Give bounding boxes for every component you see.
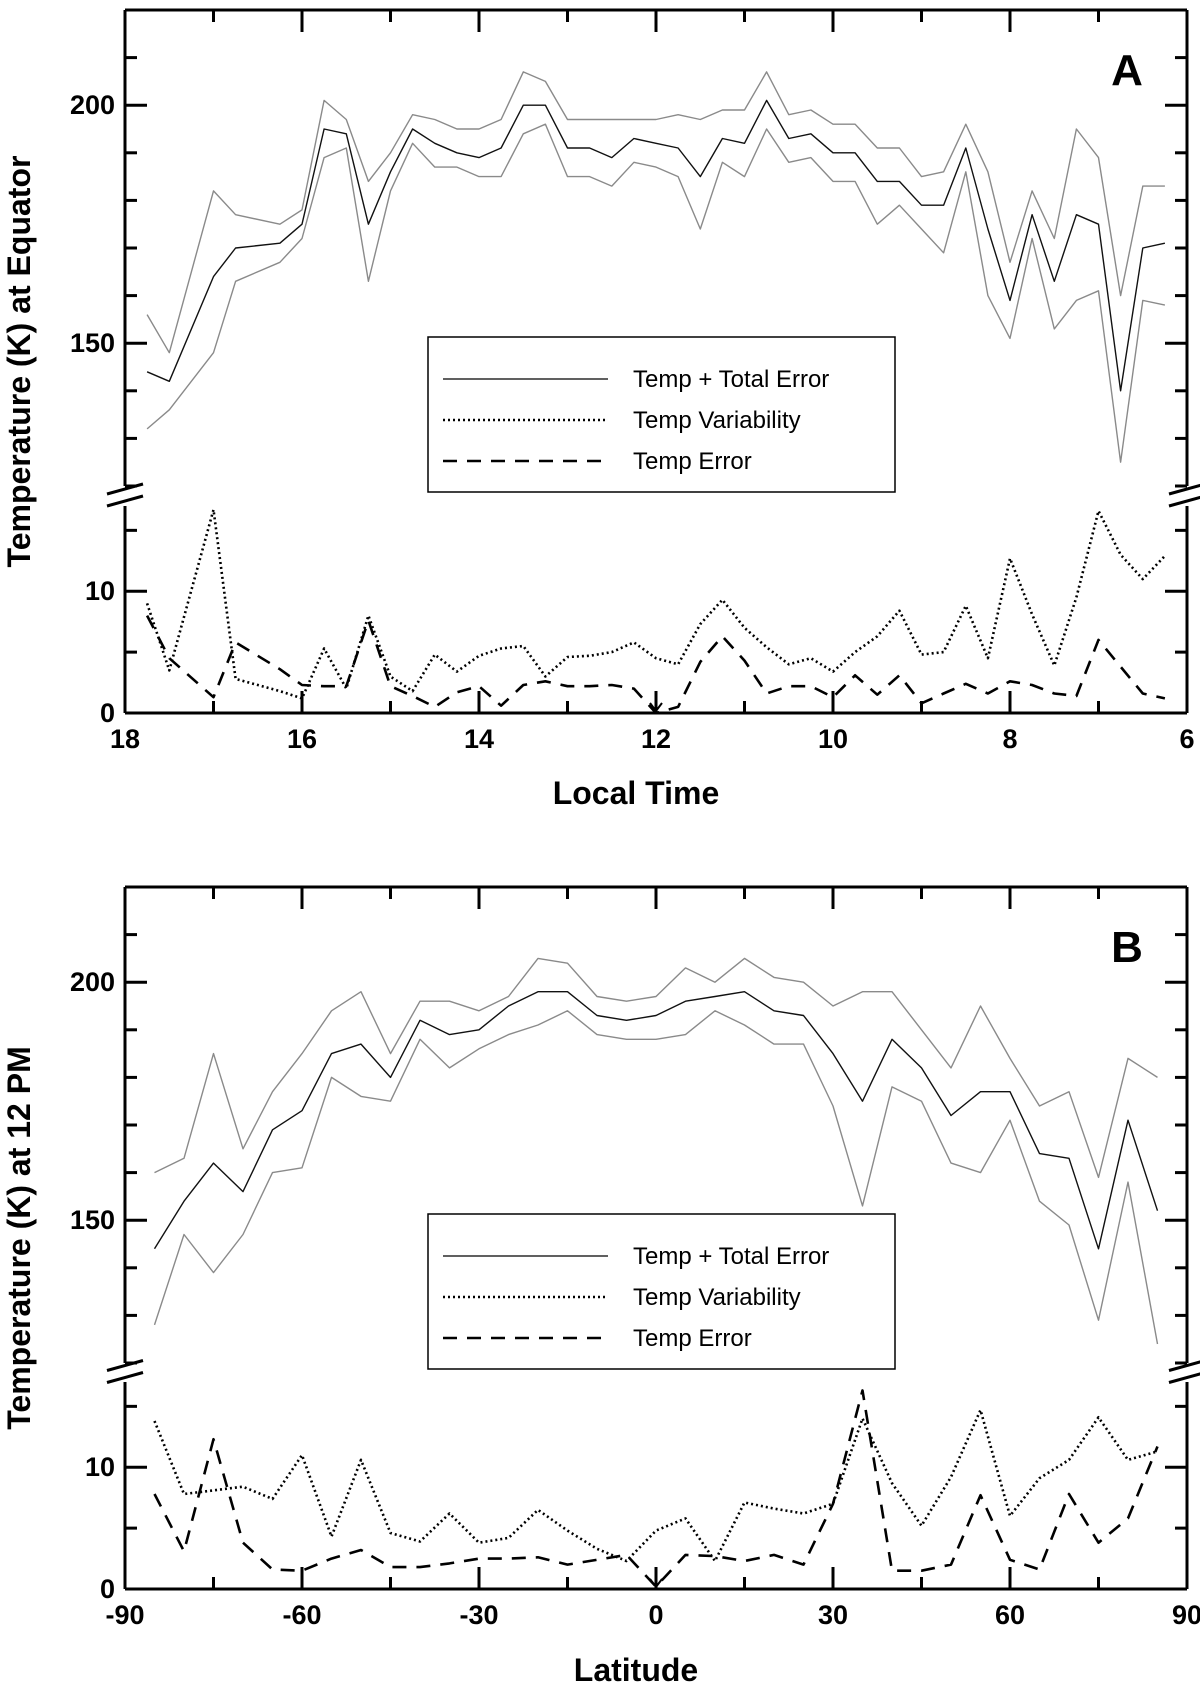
x-tick-label: 10 [818, 724, 848, 754]
legend-box [427, 1213, 896, 1370]
chart-legend: Temp + Total Error Temp Variability Temp E… [427, 1213, 896, 1370]
x-tick-label: 30 [818, 1600, 848, 1630]
midline-arrow-head [649, 702, 663, 713]
axis-break-mark [1168, 495, 1200, 508]
axis-break-mark [106, 494, 144, 508]
axis-break-mark [1168, 1360, 1200, 1372]
y-tick-label: 10 [85, 576, 115, 606]
y-tick-label: 0 [100, 1574, 115, 1604]
x-tick-label: 16 [287, 724, 317, 754]
y-tick-label: 0 [100, 698, 115, 728]
y-tick-label: 10 [85, 1452, 115, 1482]
x-tick-label: 0 [648, 1600, 663, 1630]
y-tick-label: 200 [70, 90, 115, 120]
x-axis-title: Latitude [574, 1652, 698, 1688]
y-tick-label: 150 [70, 1205, 115, 1235]
x-tick-label: -90 [105, 1600, 144, 1630]
x-axis-title: Local Time [553, 775, 720, 811]
x-tick-label: 12 [641, 724, 671, 754]
series-error-line [153, 1389, 1159, 1588]
x-tick-label: -30 [459, 1600, 498, 1630]
legend-label: Temp Error [633, 1325, 752, 1352]
y-tick-label: 200 [70, 967, 115, 997]
legend-label: Temp Error [633, 448, 752, 475]
axis-break-mark [1168, 483, 1200, 496]
chart-legend: Temp + Total Error Temp Variability Temp E… [427, 336, 896, 493]
series-lower-error-line [146, 123, 1166, 463]
legend-label: Temp + Total Error [633, 366, 829, 393]
midline-arrow-head [649, 1578, 663, 1589]
legend-box [427, 336, 896, 493]
series-upper-error-line [146, 71, 1165, 354]
legend-label: Temp Variability [633, 1284, 801, 1311]
x-tick-label: 60 [995, 1600, 1025, 1630]
axis-break-mark [106, 1371, 144, 1384]
y-tick-label: 150 [70, 328, 115, 358]
series-upper-error-line [154, 957, 1158, 1179]
series-temperature-line [153, 991, 1159, 1250]
x-tick-label: 90 [1172, 1600, 1200, 1630]
legend-label: Temp + Total Error [633, 1243, 829, 1270]
x-tick-label: 18 [110, 724, 140, 754]
x-tick-label: 6 [1179, 724, 1194, 754]
panel-label: A [1111, 46, 1143, 95]
axis-break-mark [1168, 1372, 1200, 1384]
panel-label: B [1111, 923, 1143, 972]
series-variability-line [145, 508, 1166, 700]
legend-label: Temp Variability [633, 407, 801, 434]
y-axis-title: Temperature (K) at 12 PM [1, 1046, 37, 1430]
series-lower-error-line [153, 1010, 1159, 1345]
x-tick-label: 14 [464, 724, 494, 754]
x-tick-label: 8 [1002, 724, 1017, 754]
series-variability-line [153, 1408, 1158, 1563]
x-tick-label: -60 [282, 1600, 321, 1630]
series-temperature-line [146, 99, 1166, 392]
y-axis-title: Temperature (K) at Equator [1, 156, 37, 568]
series-error-line [145, 614, 1166, 715]
